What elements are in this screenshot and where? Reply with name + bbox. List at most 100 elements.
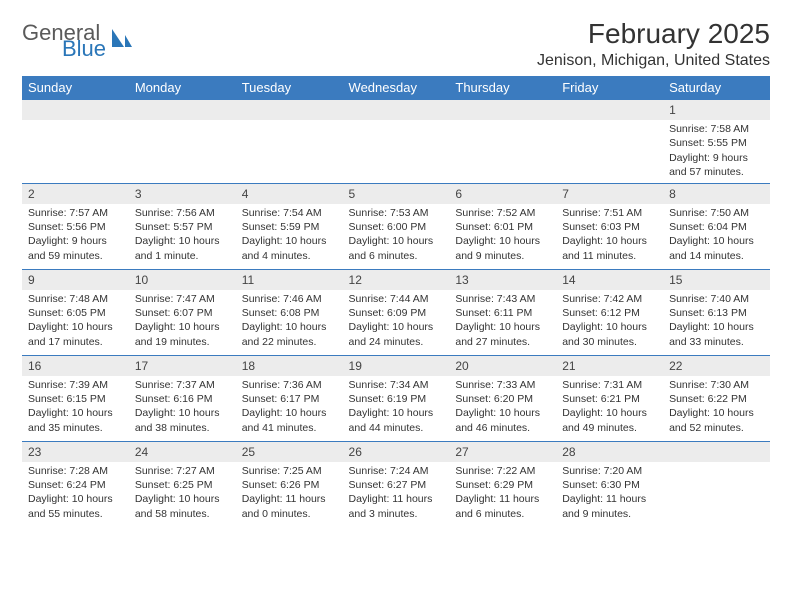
sunset-line: Sunset: 6:15 PM (28, 392, 123, 406)
sunrise-line: Sunrise: 7:48 AM (28, 292, 123, 306)
calendar-cell: 20Sunrise: 7:33 AMSunset: 6:20 PMDayligh… (449, 355, 556, 441)
sunset-line: Sunset: 6:22 PM (669, 392, 764, 406)
calendar-cell: 17Sunrise: 7:37 AMSunset: 6:16 PMDayligh… (129, 355, 236, 441)
calendar-cell: 12Sunrise: 7:44 AMSunset: 6:09 PMDayligh… (343, 269, 450, 355)
weekday-header: Thursday (449, 76, 556, 100)
day-number: 21 (556, 356, 663, 376)
sunrise-line: Sunrise: 7:39 AM (28, 378, 123, 392)
day-details: Sunrise: 7:22 AMSunset: 6:29 PMDaylight:… (449, 462, 556, 525)
day-details: Sunrise: 7:52 AMSunset: 6:01 PMDaylight:… (449, 204, 556, 267)
day-number (129, 100, 236, 120)
day-number: 23 (22, 442, 129, 462)
day-details: Sunrise: 7:33 AMSunset: 6:20 PMDaylight:… (449, 376, 556, 439)
sunset-line: Sunset: 6:12 PM (562, 306, 657, 320)
daylight-line: Daylight: 10 hours and 35 minutes. (28, 406, 123, 434)
sunrise-line: Sunrise: 7:51 AM (562, 206, 657, 220)
title-block: February 2025 Jenison, Michigan, United … (537, 18, 770, 70)
day-details: Sunrise: 7:51 AMSunset: 6:03 PMDaylight:… (556, 204, 663, 267)
sunrise-line: Sunrise: 7:20 AM (562, 464, 657, 478)
weekday-header-row: SundayMondayTuesdayWednesdayThursdayFrid… (22, 76, 770, 100)
sunrise-line: Sunrise: 7:34 AM (349, 378, 444, 392)
sunrise-line: Sunrise: 7:33 AM (455, 378, 550, 392)
calendar-cell: 23Sunrise: 7:28 AMSunset: 6:24 PMDayligh… (22, 441, 129, 527)
calendar-cell: 25Sunrise: 7:25 AMSunset: 6:26 PMDayligh… (236, 441, 343, 527)
sunset-line: Sunset: 6:01 PM (455, 220, 550, 234)
day-number: 18 (236, 356, 343, 376)
calendar-cell: 3Sunrise: 7:56 AMSunset: 5:57 PMDaylight… (129, 183, 236, 269)
sunrise-line: Sunrise: 7:46 AM (242, 292, 337, 306)
daylight-line: Daylight: 10 hours and 4 minutes. (242, 234, 337, 262)
calendar-cell: 24Sunrise: 7:27 AMSunset: 6:25 PMDayligh… (129, 441, 236, 527)
sunrise-line: Sunrise: 7:56 AM (135, 206, 230, 220)
calendar-page: General Blue February 2025 Jenison, Mich… (0, 0, 792, 527)
daylight-line: Daylight: 10 hours and 49 minutes. (562, 406, 657, 434)
sunrise-line: Sunrise: 7:24 AM (349, 464, 444, 478)
day-details: Sunrise: 7:28 AMSunset: 6:24 PMDaylight:… (22, 462, 129, 525)
day-number: 8 (663, 184, 770, 204)
daylight-line: Daylight: 10 hours and 38 minutes. (135, 406, 230, 434)
daylight-line: Daylight: 10 hours and 6 minutes. (349, 234, 444, 262)
day-number: 2 (22, 184, 129, 204)
sunset-line: Sunset: 5:59 PM (242, 220, 337, 234)
day-details: Sunrise: 7:36 AMSunset: 6:17 PMDaylight:… (236, 376, 343, 439)
daylight-line: Daylight: 11 hours and 6 minutes. (455, 492, 550, 520)
calendar-cell: 18Sunrise: 7:36 AMSunset: 6:17 PMDayligh… (236, 355, 343, 441)
calendar-cell: 22Sunrise: 7:30 AMSunset: 6:22 PMDayligh… (663, 355, 770, 441)
calendar-week: 9Sunrise: 7:48 AMSunset: 6:05 PMDaylight… (22, 269, 770, 355)
calendar-cell: 7Sunrise: 7:51 AMSunset: 6:03 PMDaylight… (556, 183, 663, 269)
day-number: 6 (449, 184, 556, 204)
day-number: 22 (663, 356, 770, 376)
sunset-line: Sunset: 6:21 PM (562, 392, 657, 406)
daylight-line: Daylight: 11 hours and 9 minutes. (562, 492, 657, 520)
calendar-cell: 26Sunrise: 7:24 AMSunset: 6:27 PMDayligh… (343, 441, 450, 527)
weekday-header: Tuesday (236, 76, 343, 100)
sunrise-line: Sunrise: 7:31 AM (562, 378, 657, 392)
day-number: 5 (343, 184, 450, 204)
day-number: 16 (22, 356, 129, 376)
sunrise-line: Sunrise: 7:22 AM (455, 464, 550, 478)
day-number: 3 (129, 184, 236, 204)
day-details: Sunrise: 7:40 AMSunset: 6:13 PMDaylight:… (663, 290, 770, 353)
day-number: 19 (343, 356, 450, 376)
day-number: 25 (236, 442, 343, 462)
daylight-line: Daylight: 10 hours and 14 minutes. (669, 234, 764, 262)
sunrise-line: Sunrise: 7:27 AM (135, 464, 230, 478)
day-number (449, 100, 556, 120)
sunrise-line: Sunrise: 7:37 AM (135, 378, 230, 392)
day-number (343, 100, 450, 120)
daylight-line: Daylight: 10 hours and 17 minutes. (28, 320, 123, 348)
brand-part2: Blue (22, 38, 106, 60)
location: Jenison, Michigan, United States (537, 52, 770, 70)
day-details: Sunrise: 7:46 AMSunset: 6:08 PMDaylight:… (236, 290, 343, 353)
daylight-line: Daylight: 10 hours and 1 minute. (135, 234, 230, 262)
month-title: February 2025 (537, 18, 770, 50)
sunset-line: Sunset: 6:08 PM (242, 306, 337, 320)
calendar-table: SundayMondayTuesdayWednesdayThursdayFrid… (22, 76, 770, 527)
daylight-line: Daylight: 9 hours and 59 minutes. (28, 234, 123, 262)
weekday-header: Monday (129, 76, 236, 100)
sunset-line: Sunset: 6:05 PM (28, 306, 123, 320)
day-number: 28 (556, 442, 663, 462)
day-number: 11 (236, 270, 343, 290)
calendar-cell: 6Sunrise: 7:52 AMSunset: 6:01 PMDaylight… (449, 183, 556, 269)
day-number: 7 (556, 184, 663, 204)
sunrise-line: Sunrise: 7:50 AM (669, 206, 764, 220)
day-details: Sunrise: 7:20 AMSunset: 6:30 PMDaylight:… (556, 462, 663, 525)
day-details: Sunrise: 7:44 AMSunset: 6:09 PMDaylight:… (343, 290, 450, 353)
sunset-line: Sunset: 5:56 PM (28, 220, 123, 234)
daylight-line: Daylight: 10 hours and 30 minutes. (562, 320, 657, 348)
day-number (22, 100, 129, 120)
day-details: Sunrise: 7:34 AMSunset: 6:19 PMDaylight:… (343, 376, 450, 439)
calendar-cell (129, 100, 236, 184)
daylight-line: Daylight: 10 hours and 33 minutes. (669, 320, 764, 348)
sunset-line: Sunset: 6:29 PM (455, 478, 550, 492)
day-number: 17 (129, 356, 236, 376)
sunrise-line: Sunrise: 7:58 AM (669, 122, 764, 136)
daylight-line: Daylight: 10 hours and 41 minutes. (242, 406, 337, 434)
day-number: 27 (449, 442, 556, 462)
day-details: Sunrise: 7:57 AMSunset: 5:56 PMDaylight:… (22, 204, 129, 267)
day-details: Sunrise: 7:50 AMSunset: 6:04 PMDaylight:… (663, 204, 770, 267)
brand-logo: General Blue (22, 18, 134, 60)
day-number: 4 (236, 184, 343, 204)
daylight-line: Daylight: 11 hours and 3 minutes. (349, 492, 444, 520)
